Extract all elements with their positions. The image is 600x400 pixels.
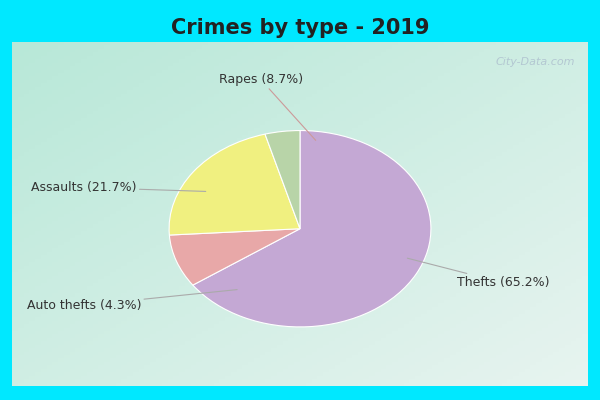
Text: Rapes (8.7%): Rapes (8.7%) — [218, 73, 316, 140]
Text: Crimes by type - 2019: Crimes by type - 2019 — [171, 18, 429, 38]
Wedge shape — [169, 229, 300, 285]
Wedge shape — [169, 134, 300, 235]
Text: Assaults (21.7%): Assaults (21.7%) — [31, 181, 206, 194]
Text: Auto thefts (4.3%): Auto thefts (4.3%) — [27, 290, 237, 312]
Text: Thefts (65.2%): Thefts (65.2%) — [407, 258, 549, 289]
Wedge shape — [193, 130, 431, 327]
Text: City-Data.com: City-Data.com — [496, 57, 575, 67]
Wedge shape — [265, 130, 300, 229]
